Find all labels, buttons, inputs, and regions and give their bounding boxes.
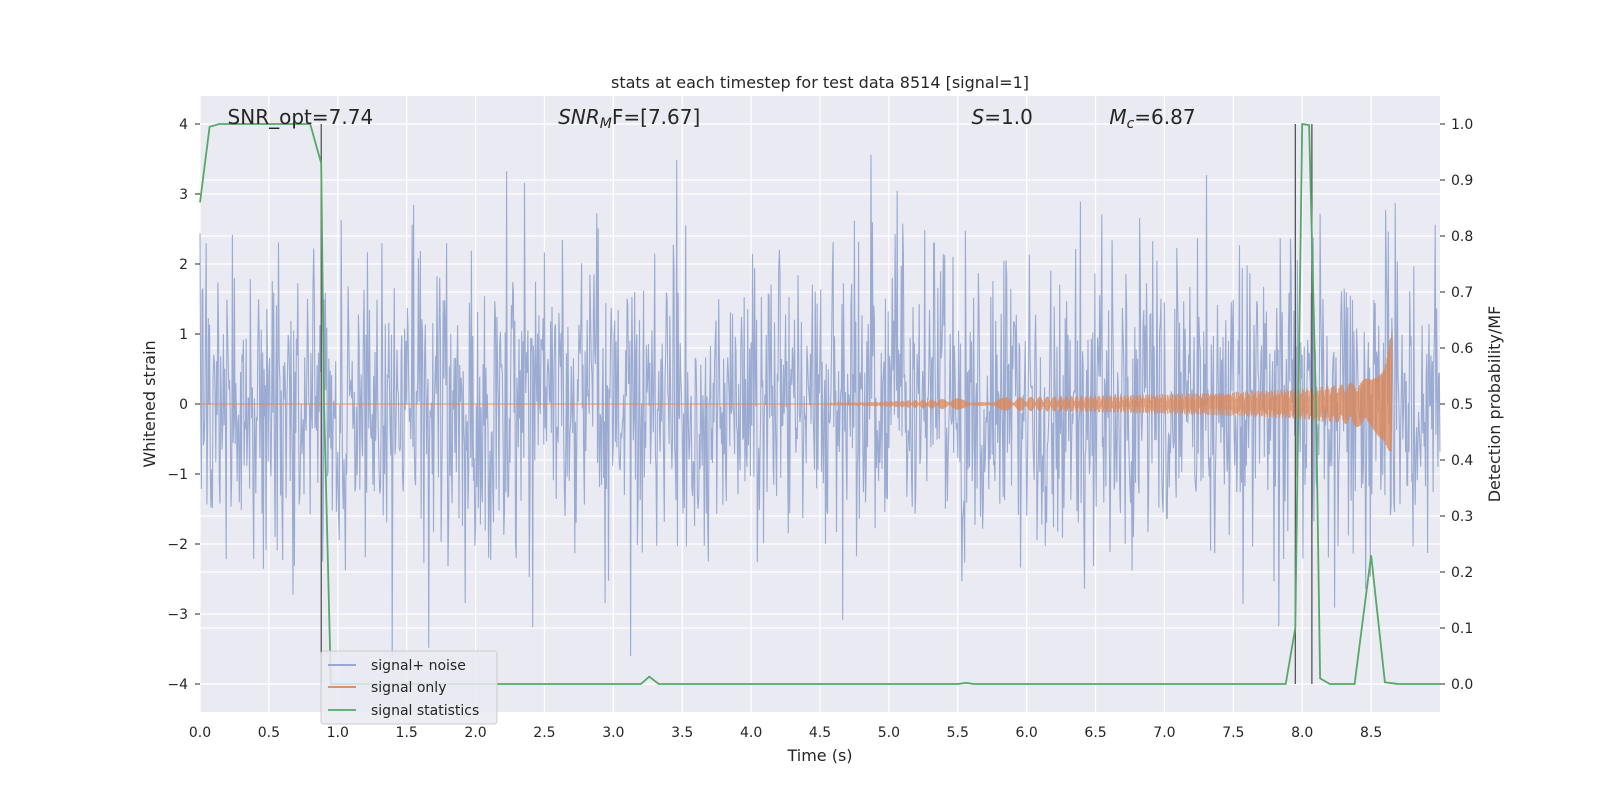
x-tick-label: 1.5 [396,725,418,741]
x-tick-label: 1.0 [327,725,349,741]
annotation-snr-mf: SNRMF=[7.67] [558,105,700,132]
y-right-tick-label: 0.7 [1451,285,1473,301]
x-tick-label: 5.5 [947,725,969,741]
y-right-tick-label: 0.3 [1451,509,1473,525]
legend-label-signal-statistics: signal statistics [371,703,479,719]
x-tick-label: 2.5 [533,725,555,741]
y-left-tick-label: 1 [179,327,188,343]
series-signal-statistics [199,122,1440,685]
y-right-tick-label: 0.5 [1451,397,1473,413]
x-axis-ticks: 0.0 0.5 1.0 1.5 2.0 2.5 3.0 3.5 4.0 4.5 5.0 5.5 6.0 6… [189,725,1382,741]
y-left-tick-label: −2 [167,537,188,553]
legend-label-signal-noise: signal+ noise [371,658,466,674]
y-left-tick-label: −1 [167,467,188,483]
legend-label-signal-only: signal only [371,680,446,696]
annotations: SNR_opt=7.74 SNRMF=[7.67] S=1.0 Mc=6.87 [228,105,1196,132]
x-tick-label: 0.5 [258,725,280,741]
y-right-tick-label: 0.0 [1451,677,1473,693]
x-tick-label: 4.0 [740,725,762,741]
y-axis-left-label: Whitened strain [140,340,159,467]
y-axis-right-ticks: 0.0 0.1 0.2 0.3 0.4 0.5 0.6 0.7 0.8 0.9 1.0 [1440,117,1473,693]
annotation-snr-opt: SNR_opt=7.74 [228,105,374,129]
y-left-tick-label: −3 [167,607,188,623]
x-tick-label: 6.5 [1084,725,1106,741]
signal-only-line [200,331,1393,452]
y-left-tick-label: 2 [179,257,188,273]
x-tick-label: 8.5 [1360,725,1382,741]
y-left-tick-label: 3 [179,187,188,203]
x-tick-label: 3.0 [602,725,624,741]
legend: signal+ noise signal only signal statist… [320,650,498,725]
x-axis-label: Time (s) [786,746,852,765]
y-right-tick-label: 0.2 [1451,565,1473,581]
chart-title: stats at each timestep for test data 851… [611,73,1029,92]
x-tick-label: 7.0 [1153,725,1175,741]
y-left-tick-label: −4 [167,677,188,693]
x-tick-label: 6.0 [1016,725,1038,741]
annotation-mc-value: Mc=6.87 [1109,105,1195,132]
signal-statistics-line [199,122,1440,685]
y-right-tick-label: 0.4 [1451,453,1473,469]
series-signal-only [200,331,1393,452]
x-tick-label: 4.5 [809,725,831,741]
x-tick-label: 0.0 [189,725,211,741]
x-tick-label: 2.0 [464,725,486,741]
y-axis-right-label: Detection probability/MF [1485,306,1504,503]
y-right-tick-label: 0.6 [1451,341,1473,357]
y-right-tick-label: 0.1 [1451,621,1473,637]
y-right-tick-label: 0.8 [1451,229,1473,245]
y-left-tick-label: 4 [179,117,188,133]
legend-box [320,650,498,725]
x-tick-label: 5.0 [878,725,900,741]
y-left-tick-label: 0 [179,397,188,413]
x-tick-label: 7.5 [1222,725,1244,741]
y-right-tick-label: 0.9 [1451,173,1473,189]
y-axis-left-ticks: −4 −3 −2 −1 0 1 2 3 4 [167,117,200,693]
x-tick-label: 8.0 [1291,725,1313,741]
annotation-s-value: S=1.0 [972,105,1033,129]
y-right-tick-label: 1.0 [1451,117,1473,133]
x-tick-label: 3.5 [671,725,693,741]
